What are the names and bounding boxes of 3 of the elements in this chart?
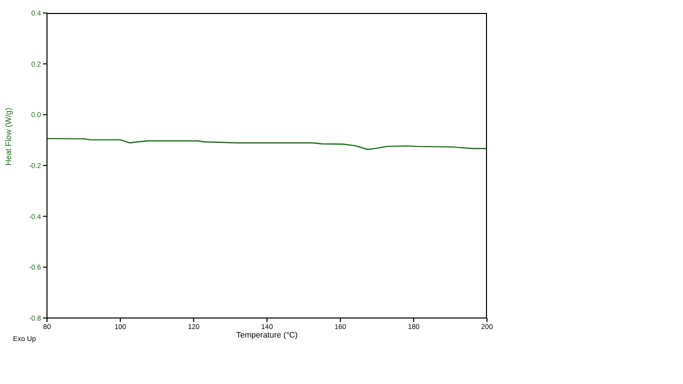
line-series [47, 138, 487, 150]
y-axis-title: Heat Flow (W/g) [4, 107, 13, 166]
x-axis-title: Temperature (°C) [236, 330, 298, 340]
